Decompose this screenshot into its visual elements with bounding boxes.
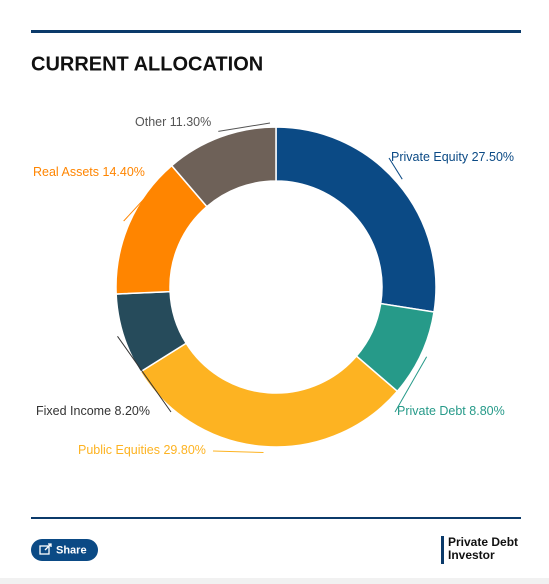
leader-line	[394, 356, 428, 413]
slice-label: Public Equities 29.80%	[78, 443, 206, 457]
leader-line	[212, 450, 264, 454]
share-icon-arrow	[44, 543, 52, 551]
slice-label: Private Debt 8.80%	[397, 404, 505, 418]
slice-label-name: Other	[135, 115, 166, 129]
leader-line	[218, 122, 271, 132]
share-button[interactable]: Share	[31, 539, 98, 561]
slice-label: Fixed Income 8.20%	[36, 404, 150, 418]
top-rule	[31, 30, 521, 33]
slice	[275, 126, 437, 313]
slice-label-value: 27.50%	[472, 150, 514, 164]
share-icon	[39, 545, 50, 555]
slice-label-value: 8.80%	[469, 404, 504, 418]
slice-label-value: 11.30%	[170, 115, 211, 129]
slice-label-name: Fixed Income	[36, 404, 111, 418]
slice-label: Other 11.30%	[135, 115, 211, 129]
brand-line: Investor	[448, 548, 495, 562]
leader-line	[388, 157, 403, 180]
slice-label-name: Private Equity	[391, 150, 469, 164]
chart-title: CURRENT ALLOCATION	[31, 53, 263, 75]
share-label[interactable]: Share	[56, 544, 87, 556]
bottom-rule	[31, 517, 521, 519]
slice-label-value: 29.80%	[163, 443, 205, 457]
slice-label-name: Public Equities	[78, 443, 160, 457]
slice-label-name: Private Debt	[397, 404, 466, 418]
slice-label: Real Assets 14.40%	[33, 165, 145, 179]
slice-label-name: Real Assets	[33, 165, 99, 179]
slice-label-value: 14.40%	[103, 165, 145, 179]
share-pill[interactable]	[31, 539, 98, 561]
slice	[139, 342, 399, 448]
slice-label: Private Equity 27.50%	[391, 150, 514, 164]
leader-line	[117, 336, 172, 413]
slice	[170, 126, 277, 208]
slice-label-value: 8.20%	[115, 404, 150, 418]
footer-strip	[0, 578, 549, 584]
brand-line: Private Debt	[448, 535, 518, 549]
leader-line	[123, 172, 169, 222]
brand-bar	[441, 536, 444, 564]
